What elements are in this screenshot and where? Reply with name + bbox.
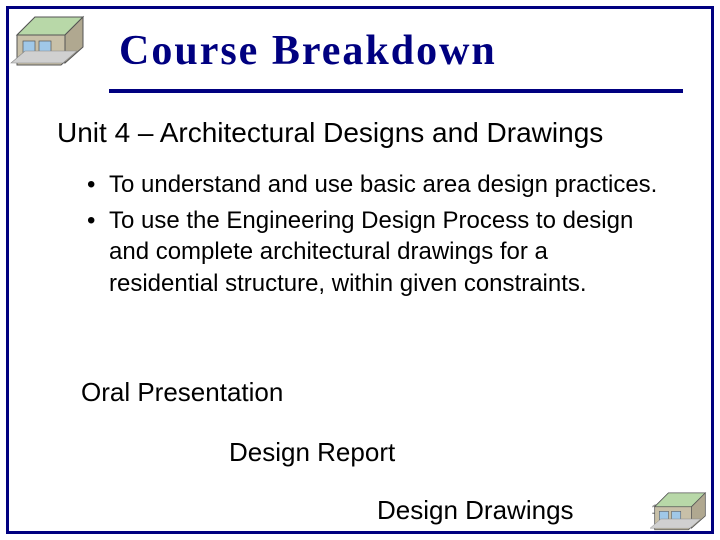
list-item: To understand and use basic area design … xyxy=(87,169,663,201)
list-item: To use the Engineering Design Process to… xyxy=(87,205,663,300)
house-logo-bottom-right xyxy=(647,485,713,533)
oral-presentation-label: Oral Presentation xyxy=(81,377,283,408)
slide-title: Course Breakdown xyxy=(119,27,497,75)
slide-frame: Course Breakdown Unit 4 – Architectural … xyxy=(6,6,714,534)
house-logo-top-left xyxy=(7,7,93,69)
title-underline xyxy=(109,89,683,93)
design-drawings-label: Design Drawings xyxy=(377,495,574,526)
bullet-list: To understand and use basic area design … xyxy=(87,169,663,304)
unit-subtitle: Unit 4 – Architectural Designs and Drawi… xyxy=(57,117,681,149)
design-report-label: Design Report xyxy=(229,437,395,468)
